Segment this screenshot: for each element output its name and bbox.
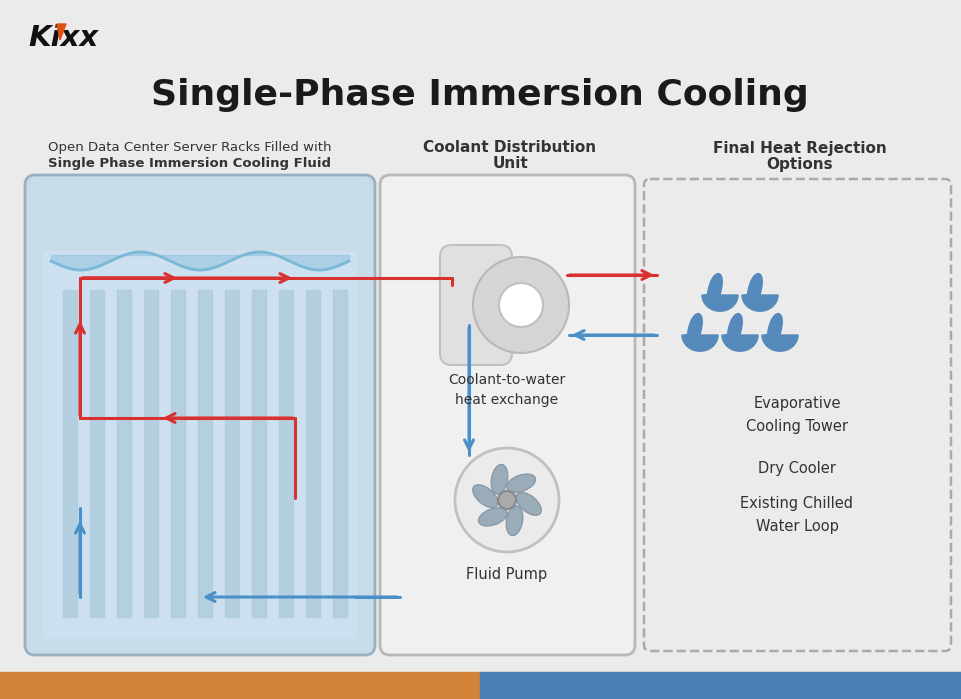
- FancyBboxPatch shape: [43, 251, 357, 639]
- Text: Coolant-to-water
heat exchange: Coolant-to-water heat exchange: [449, 373, 566, 408]
- Polygon shape: [682, 314, 718, 351]
- Polygon shape: [702, 273, 738, 311]
- Text: Fluid Pump: Fluid Pump: [466, 568, 548, 582]
- Text: Options: Options: [767, 157, 833, 171]
- Bar: [480, 672, 961, 699]
- Bar: [279, 290, 293, 617]
- Polygon shape: [722, 314, 758, 351]
- Bar: [171, 290, 185, 617]
- Bar: [144, 290, 158, 617]
- FancyBboxPatch shape: [440, 245, 512, 365]
- Bar: [117, 290, 131, 617]
- Circle shape: [498, 491, 516, 509]
- Ellipse shape: [479, 507, 507, 526]
- Bar: [198, 290, 212, 617]
- Circle shape: [455, 448, 559, 552]
- Bar: [63, 290, 77, 617]
- FancyBboxPatch shape: [25, 175, 375, 655]
- Bar: [333, 290, 347, 617]
- Bar: [306, 290, 320, 617]
- Text: Coolant Distribution: Coolant Distribution: [424, 140, 597, 155]
- Polygon shape: [762, 314, 798, 351]
- Ellipse shape: [506, 474, 535, 492]
- Ellipse shape: [506, 506, 523, 535]
- Text: Kixx: Kixx: [28, 24, 98, 52]
- Text: Final Heat Rejection: Final Heat Rejection: [713, 140, 887, 155]
- Polygon shape: [742, 273, 778, 311]
- Ellipse shape: [516, 492, 541, 515]
- Text: Single-Phase Immersion Cooling: Single-Phase Immersion Cooling: [151, 78, 809, 112]
- Bar: [90, 290, 104, 617]
- Bar: [225, 290, 239, 617]
- Text: Unit: Unit: [492, 157, 528, 171]
- Polygon shape: [57, 24, 66, 40]
- Text: Dry Cooler: Dry Cooler: [758, 461, 836, 475]
- Text: Evaporative
Cooling Tower: Evaporative Cooling Tower: [746, 396, 848, 433]
- Text: Open Data Center Server Racks Filled with: Open Data Center Server Racks Filled wit…: [48, 141, 332, 154]
- Bar: [252, 290, 266, 617]
- Text: Single Phase Immersion Cooling Fluid: Single Phase Immersion Cooling Fluid: [48, 157, 332, 169]
- Circle shape: [473, 257, 569, 353]
- Ellipse shape: [473, 484, 498, 507]
- Text: Existing Chilled
Water Loop: Existing Chilled Water Loop: [741, 496, 853, 533]
- FancyBboxPatch shape: [380, 175, 635, 655]
- Ellipse shape: [491, 465, 507, 494]
- Bar: [0, 672, 480, 699]
- Circle shape: [499, 283, 543, 327]
